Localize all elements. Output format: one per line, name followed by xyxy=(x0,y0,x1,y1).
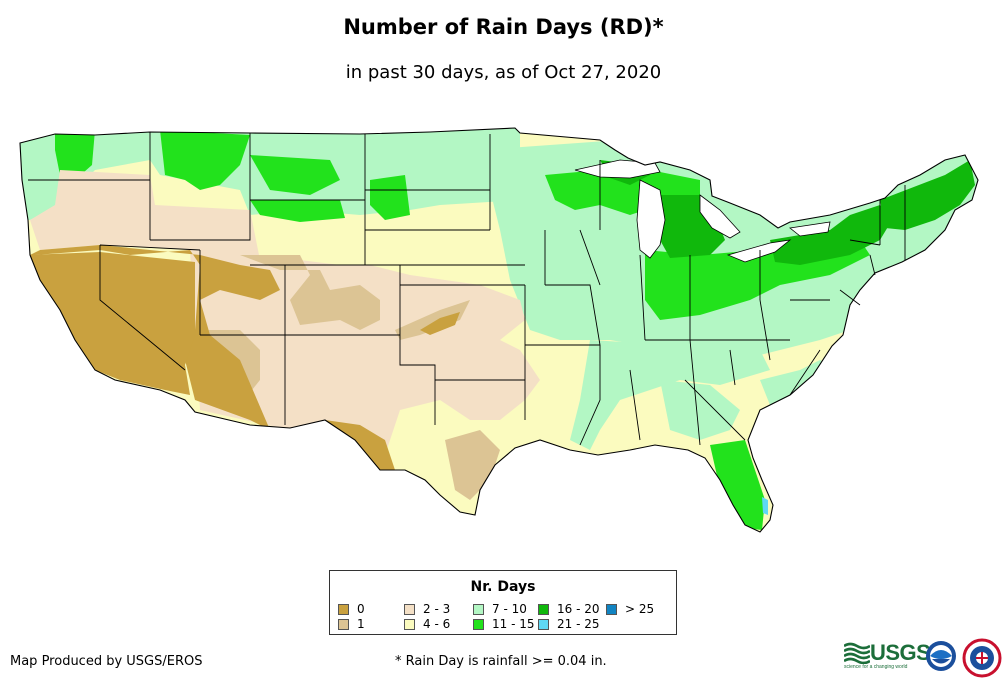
legend-swatch xyxy=(606,603,617,615)
legend: Nr. Days 0 1 2 - 3 4 - 6 7 - 10 11 - 15 … xyxy=(329,570,677,635)
usgs-wave-icon xyxy=(844,642,870,664)
legend-label: 16 - 20 xyxy=(557,602,600,616)
usgs-logo-text: USGS xyxy=(870,640,931,665)
usgs-tagline: science for a changing world xyxy=(844,664,908,670)
rain-day-footnote: * Rain Day is rainfall >= 0.04 in. xyxy=(395,654,607,669)
legend-title: Nr. Days xyxy=(470,579,536,595)
legend-item-7: 21 - 25 xyxy=(538,617,600,631)
legend-item-2: 2 - 3 xyxy=(404,602,450,616)
legend-item-4: 7 - 10 xyxy=(473,602,527,616)
legend-label: 1 xyxy=(357,617,365,631)
legend-swatch xyxy=(538,603,549,615)
legend-swatch xyxy=(338,603,349,615)
legend-item-0: 0 xyxy=(338,602,365,616)
legend-label: 4 - 6 xyxy=(423,617,451,631)
legend-label: 21 - 25 xyxy=(557,617,600,631)
legend-label: 0 xyxy=(357,602,365,616)
usgs-logo: USGS science for a changing world xyxy=(844,640,931,670)
map-subtitle: in past 30 days, as of Oct 27, 2020 xyxy=(345,62,662,83)
legend-swatch xyxy=(473,603,484,615)
legend-item-8: > 25 xyxy=(606,602,654,616)
legend-item-6: 16 - 20 xyxy=(538,602,600,616)
legend-item-1: 1 xyxy=(338,617,365,631)
nws-logo-icon xyxy=(962,638,1002,678)
legend-swatch xyxy=(538,618,549,630)
state-boundaries xyxy=(19,127,979,533)
legend-label: 11 - 15 xyxy=(492,617,535,631)
legend-swatch xyxy=(404,603,415,615)
rain-day-fill xyxy=(20,128,978,532)
legend-item-3: 4 - 6 xyxy=(404,617,450,631)
legend-item-5: 11 - 15 xyxy=(473,617,535,631)
legend-swatch xyxy=(473,618,484,630)
legend-swatch xyxy=(338,618,349,630)
legend-label: > 25 xyxy=(625,602,655,616)
map-title: Number of Rain Days (RD)* xyxy=(343,15,664,39)
legend-swatch xyxy=(404,618,415,630)
legend-label: 2 - 3 xyxy=(423,602,451,616)
legend-label: 7 - 10 xyxy=(492,602,527,616)
map-credit: Map Produced by USGS/EROS xyxy=(10,654,203,669)
noaa-logo-icon xyxy=(926,641,956,671)
